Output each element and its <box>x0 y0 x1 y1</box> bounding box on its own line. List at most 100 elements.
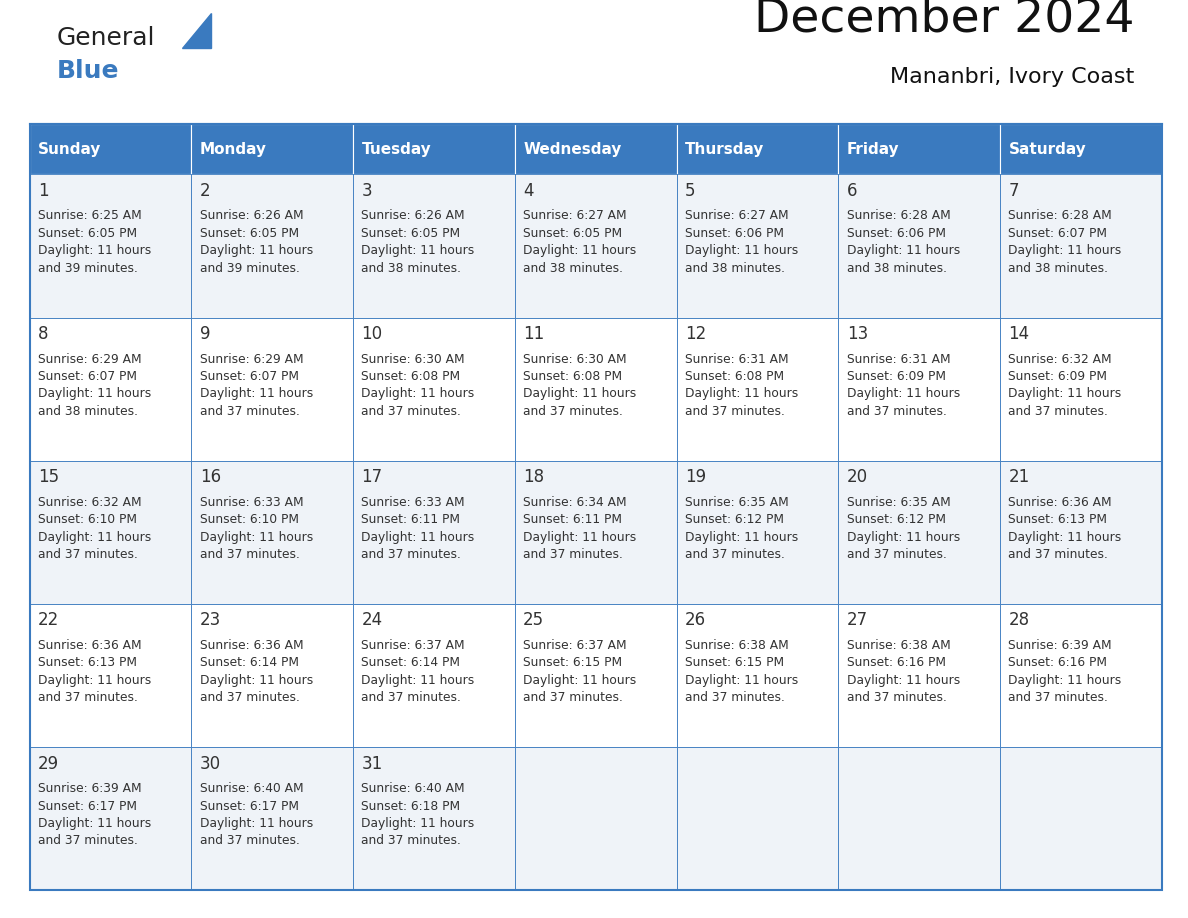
Text: Sunset: 6:10 PM: Sunset: 6:10 PM <box>200 513 298 526</box>
Text: and 37 minutes.: and 37 minutes. <box>1009 548 1108 561</box>
Bar <box>677 747 839 890</box>
Text: and 38 minutes.: and 38 minutes. <box>523 262 624 274</box>
Text: Daylight: 11 hours: Daylight: 11 hours <box>685 531 798 543</box>
Text: Sunset: 6:08 PM: Sunset: 6:08 PM <box>361 370 461 383</box>
Text: and 38 minutes.: and 38 minutes. <box>38 405 138 418</box>
Text: Sunrise: 6:39 AM: Sunrise: 6:39 AM <box>38 782 141 795</box>
Text: Sunset: 6:07 PM: Sunset: 6:07 PM <box>200 370 298 383</box>
Text: Daylight: 11 hours: Daylight: 11 hours <box>523 674 637 687</box>
Text: and 37 minutes.: and 37 minutes. <box>1009 405 1108 418</box>
Text: Thursday: Thursday <box>685 141 764 157</box>
Text: Daylight: 11 hours: Daylight: 11 hours <box>361 387 475 400</box>
Text: Monday: Monday <box>200 141 267 157</box>
Text: and 37 minutes.: and 37 minutes. <box>200 548 299 561</box>
Text: Sunrise: 6:39 AM: Sunrise: 6:39 AM <box>1009 639 1112 652</box>
Text: and 37 minutes.: and 37 minutes. <box>523 405 623 418</box>
Text: Daylight: 11 hours: Daylight: 11 hours <box>847 387 960 400</box>
Text: and 37 minutes.: and 37 minutes. <box>38 548 138 561</box>
Text: Sunrise: 6:28 AM: Sunrise: 6:28 AM <box>1009 209 1112 222</box>
Text: Daylight: 11 hours: Daylight: 11 hours <box>361 817 475 830</box>
Text: Sunset: 6:09 PM: Sunset: 6:09 PM <box>847 370 946 383</box>
Text: 24: 24 <box>361 611 383 630</box>
Bar <box>1000 174 1162 318</box>
Text: Sunrise: 6:27 AM: Sunrise: 6:27 AM <box>685 209 789 222</box>
Text: Saturday: Saturday <box>1009 141 1086 157</box>
Bar <box>30 124 1162 890</box>
Text: and 37 minutes.: and 37 minutes. <box>200 691 299 704</box>
Text: Sunset: 6:17 PM: Sunset: 6:17 PM <box>200 800 298 812</box>
Bar <box>191 461 353 604</box>
Text: Tuesday: Tuesday <box>361 141 431 157</box>
Bar <box>191 604 353 747</box>
Text: Daylight: 11 hours: Daylight: 11 hours <box>847 674 960 687</box>
Text: 2: 2 <box>200 182 210 200</box>
Text: Sunrise: 6:31 AM: Sunrise: 6:31 AM <box>685 353 789 365</box>
Bar <box>353 318 514 461</box>
Text: Blue: Blue <box>57 59 120 83</box>
Text: Sunset: 6:18 PM: Sunset: 6:18 PM <box>361 800 461 812</box>
Text: Daylight: 11 hours: Daylight: 11 hours <box>38 817 151 830</box>
Text: 8: 8 <box>38 325 49 343</box>
Text: Daylight: 11 hours: Daylight: 11 hours <box>1009 387 1121 400</box>
Text: Daylight: 11 hours: Daylight: 11 hours <box>1009 674 1121 687</box>
Text: Sunrise: 6:32 AM: Sunrise: 6:32 AM <box>38 496 141 509</box>
Bar <box>839 124 1000 174</box>
Text: and 37 minutes.: and 37 minutes. <box>38 691 138 704</box>
Text: Sunset: 6:15 PM: Sunset: 6:15 PM <box>685 656 784 669</box>
Bar <box>30 747 191 890</box>
Text: Sunrise: 6:26 AM: Sunrise: 6:26 AM <box>361 209 466 222</box>
Text: Sunrise: 6:38 AM: Sunrise: 6:38 AM <box>685 639 789 652</box>
Text: 19: 19 <box>685 468 706 487</box>
Bar <box>191 318 353 461</box>
Text: General: General <box>57 27 156 50</box>
Text: 10: 10 <box>361 325 383 343</box>
Text: Sunset: 6:07 PM: Sunset: 6:07 PM <box>1009 227 1107 240</box>
Text: and 39 minutes.: and 39 minutes. <box>200 262 299 274</box>
Text: Sunset: 6:06 PM: Sunset: 6:06 PM <box>685 227 784 240</box>
Bar <box>514 318 677 461</box>
Text: 12: 12 <box>685 325 706 343</box>
Text: and 37 minutes.: and 37 minutes. <box>200 405 299 418</box>
Text: Sunrise: 6:34 AM: Sunrise: 6:34 AM <box>523 496 627 509</box>
Bar <box>1000 604 1162 747</box>
Text: 1: 1 <box>38 182 49 200</box>
Text: 20: 20 <box>847 468 867 487</box>
Text: Sunset: 6:08 PM: Sunset: 6:08 PM <box>523 370 623 383</box>
Text: 29: 29 <box>38 755 59 773</box>
Bar <box>677 174 839 318</box>
Text: Sunrise: 6:35 AM: Sunrise: 6:35 AM <box>685 496 789 509</box>
Text: Daylight: 11 hours: Daylight: 11 hours <box>38 674 151 687</box>
Text: Sunset: 6:16 PM: Sunset: 6:16 PM <box>847 656 946 669</box>
Text: Daylight: 11 hours: Daylight: 11 hours <box>523 531 637 543</box>
Bar <box>677 124 839 174</box>
Text: Sunset: 6:12 PM: Sunset: 6:12 PM <box>685 513 784 526</box>
Text: 11: 11 <box>523 325 544 343</box>
Bar <box>191 747 353 890</box>
Text: Daylight: 11 hours: Daylight: 11 hours <box>38 244 151 257</box>
Text: Sunrise: 6:33 AM: Sunrise: 6:33 AM <box>361 496 466 509</box>
Bar <box>191 124 353 174</box>
Text: and 37 minutes.: and 37 minutes. <box>847 691 947 704</box>
Text: 7: 7 <box>1009 182 1019 200</box>
Text: and 37 minutes.: and 37 minutes. <box>361 834 461 847</box>
Text: 15: 15 <box>38 468 59 487</box>
Bar <box>839 747 1000 890</box>
Text: and 37 minutes.: and 37 minutes. <box>685 548 785 561</box>
Text: Sunrise: 6:26 AM: Sunrise: 6:26 AM <box>200 209 303 222</box>
Text: Mananbri, Ivory Coast: Mananbri, Ivory Coast <box>890 67 1135 87</box>
Text: Sunset: 6:16 PM: Sunset: 6:16 PM <box>1009 656 1107 669</box>
Text: Sunrise: 6:31 AM: Sunrise: 6:31 AM <box>847 353 950 365</box>
Bar <box>30 124 191 174</box>
Text: Sunrise: 6:30 AM: Sunrise: 6:30 AM <box>523 353 627 365</box>
Text: Daylight: 11 hours: Daylight: 11 hours <box>38 531 151 543</box>
Text: and 37 minutes.: and 37 minutes. <box>685 405 785 418</box>
Bar <box>1000 461 1162 604</box>
Text: 26: 26 <box>685 611 706 630</box>
Text: Sunset: 6:13 PM: Sunset: 6:13 PM <box>1009 513 1107 526</box>
Bar <box>1000 318 1162 461</box>
Text: 18: 18 <box>523 468 544 487</box>
Text: Daylight: 11 hours: Daylight: 11 hours <box>361 531 475 543</box>
Text: Friday: Friday <box>847 141 899 157</box>
Text: Daylight: 11 hours: Daylight: 11 hours <box>685 244 798 257</box>
Text: Daylight: 11 hours: Daylight: 11 hours <box>523 244 637 257</box>
